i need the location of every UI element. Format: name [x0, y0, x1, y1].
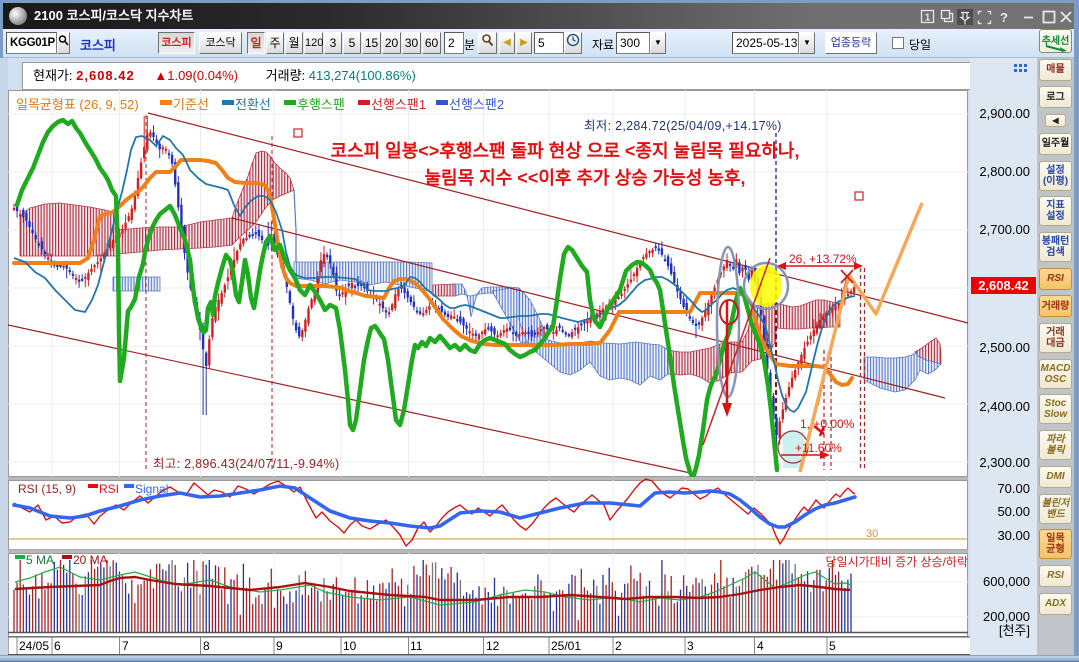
- svg-text:선행스팬1: 선행스팬1: [371, 97, 426, 112]
- svg-text:20 MA: 20 MA: [73, 553, 108, 567]
- svg-text:10: 10: [343, 639, 357, 653]
- svg-text:후행스팬: 후행스팬: [297, 97, 345, 112]
- svg-text:최저: 2,284.72(25/04/09,+14.17%): 최저: 2,284.72(25/04/09,+14.17%): [584, 119, 782, 133]
- svg-text:7: 7: [122, 639, 129, 653]
- svg-text:눌림목 지수 <<이후 추가 상승 가능성 농후,: 눌림목 지수 <<이후 추가 상승 가능성 농후,: [425, 168, 746, 188]
- svg-text:2: 2: [615, 639, 622, 653]
- svg-text:당일시가대비 증가 상승/하락: 당일시가대비 증가 상승/하락: [826, 555, 968, 569]
- svg-text:9: 9: [276, 639, 283, 653]
- svg-text:+11.60%: +11.60%: [795, 441, 842, 455]
- svg-text:Signal: Signal: [135, 482, 168, 496]
- svg-text:11: 11: [410, 639, 423, 653]
- svg-text:25/01: 25/01: [551, 639, 581, 653]
- svg-text:전환선: 전환선: [235, 97, 271, 112]
- svg-text:26, +13.72%: 26, +13.72%: [789, 252, 857, 266]
- svg-text:5 MA: 5 MA: [26, 553, 54, 567]
- svg-text:?: ?: [1000, 10, 1008, 25]
- svg-text:8: 8: [203, 639, 210, 653]
- svg-text:4: 4: [757, 639, 764, 653]
- svg-text:1: 1: [925, 13, 931, 24]
- svg-text:12: 12: [486, 639, 500, 653]
- svg-text:5: 5: [829, 639, 836, 653]
- svg-text:1, +0.00%: 1, +0.00%: [800, 417, 855, 431]
- svg-text:6: 6: [54, 639, 61, 653]
- svg-text:선행스팬2: 선행스팬2: [449, 97, 504, 112]
- svg-text:RSI (15, 9): RSI (15, 9): [18, 482, 76, 496]
- svg-text:코스피 일봉<>후행스팬 돌파 현상 으로 <종지 눌림목: 코스피 일봉<>후행스팬 돌파 현상 으로 <종지 눌림목 필요하나,: [331, 141, 800, 161]
- svg-text:30: 30: [866, 528, 878, 540]
- svg-text:기준선: 기준선: [173, 97, 209, 112]
- svg-text:24/05: 24/05: [19, 639, 49, 653]
- svg-text:최고: 2,896.43(24/07/11,-9.94%): 최고: 2,896.43(24/07/11,-9.94%): [153, 457, 339, 471]
- svg-text:일목균형표 (26, 9, 52): 일목균형표 (26, 9, 52): [16, 97, 139, 112]
- svg-text:3: 3: [687, 639, 694, 653]
- svg-text:RSI: RSI: [99, 482, 119, 496]
